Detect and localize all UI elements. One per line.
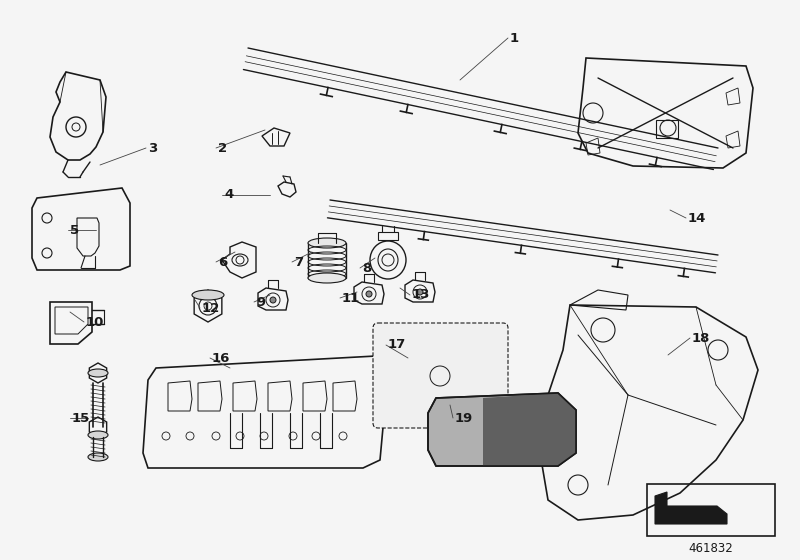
Text: 6: 6 [218,255,227,268]
Text: 17: 17 [388,338,406,352]
Polygon shape [483,393,576,466]
Text: 461832: 461832 [689,542,734,554]
Text: 3: 3 [148,142,158,155]
Ellipse shape [308,238,346,248]
Text: 1: 1 [510,31,519,44]
Text: 7: 7 [294,255,303,268]
Text: 12: 12 [202,301,220,315]
Text: 13: 13 [412,288,430,301]
Text: 16: 16 [212,352,230,365]
Ellipse shape [88,369,108,377]
Ellipse shape [88,431,108,439]
Text: 10: 10 [86,315,104,329]
Ellipse shape [88,453,108,461]
Text: 11: 11 [342,292,360,305]
Polygon shape [655,492,727,524]
Text: 15: 15 [72,412,90,424]
FancyBboxPatch shape [373,323,508,428]
Text: 2: 2 [218,142,227,155]
Polygon shape [428,393,576,466]
Text: 8: 8 [362,262,371,274]
Text: 19: 19 [455,412,474,424]
Ellipse shape [192,290,224,300]
Bar [656,120,678,138]
Text: 14: 14 [688,212,706,225]
Text: 9: 9 [256,296,265,309]
Bar [647,484,775,536]
Ellipse shape [308,273,346,283]
Text: 5: 5 [70,223,79,236]
Ellipse shape [417,289,423,295]
Ellipse shape [366,291,372,297]
Text: 18: 18 [692,332,710,344]
Text: 4: 4 [224,189,234,202]
Ellipse shape [270,297,276,303]
